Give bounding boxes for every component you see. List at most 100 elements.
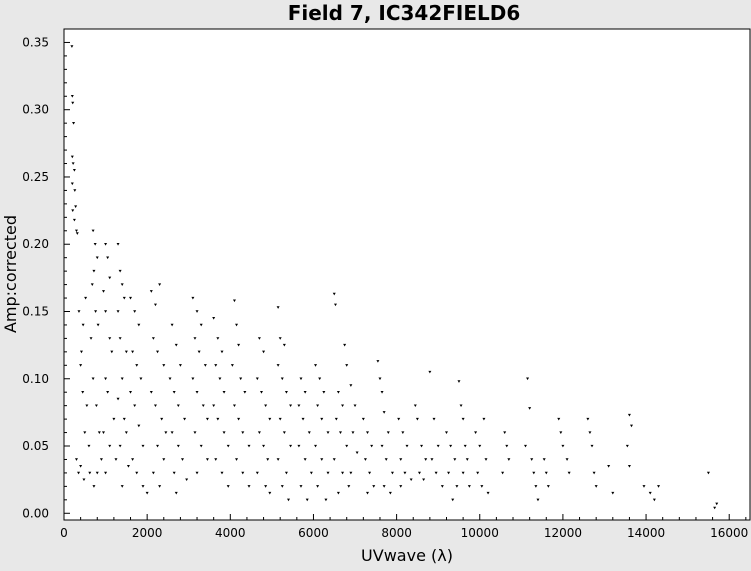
data-point <box>476 471 480 475</box>
data-point <box>455 485 459 488</box>
data-point <box>237 417 241 421</box>
data-point <box>259 391 263 394</box>
data-point <box>420 444 424 448</box>
data-point <box>376 360 380 363</box>
y-tick-label: 0.00 <box>22 506 49 520</box>
data-point <box>301 417 305 421</box>
data-point <box>268 417 272 421</box>
data-point <box>559 431 563 434</box>
data-point <box>397 417 401 421</box>
data-point <box>353 404 357 408</box>
data-point <box>172 471 176 475</box>
data-point <box>451 498 455 502</box>
data-point <box>216 417 220 421</box>
data-point <box>183 417 187 421</box>
data-point <box>124 431 128 434</box>
data-point <box>191 296 195 300</box>
data-point <box>309 471 313 475</box>
data-point <box>201 404 205 408</box>
data-point <box>106 256 110 260</box>
data-point <box>122 417 126 421</box>
data-point <box>642 485 646 488</box>
data-point <box>120 377 124 381</box>
data-point <box>322 391 326 394</box>
data-point <box>586 417 590 421</box>
data-point <box>137 424 141 428</box>
data-point <box>129 391 133 394</box>
data-point <box>255 377 259 381</box>
data-point <box>289 404 293 408</box>
chart-title: Field 7, IC342FIELD6 <box>288 1 521 25</box>
data-point <box>83 431 87 434</box>
data-point <box>590 444 594 448</box>
data-point <box>713 506 717 510</box>
data-point <box>380 444 384 448</box>
data-point <box>70 45 74 48</box>
data-point <box>627 464 631 468</box>
data-point <box>345 364 349 367</box>
data-point <box>241 431 245 434</box>
data-point <box>482 417 486 421</box>
data-point <box>388 491 392 495</box>
data-point <box>94 310 98 313</box>
data-point <box>170 323 174 327</box>
data-point <box>384 458 388 461</box>
data-point <box>70 155 74 159</box>
data-point <box>133 404 137 408</box>
data-point <box>305 498 309 502</box>
data-point <box>101 431 105 434</box>
x-tick-label: 0 <box>60 526 68 540</box>
data-point <box>149 290 153 293</box>
data-point <box>74 458 78 461</box>
data-point <box>565 458 569 461</box>
data-point <box>657 485 661 488</box>
data-point <box>264 404 268 408</box>
data-point <box>139 377 143 381</box>
data-point <box>214 458 218 461</box>
data-point <box>222 391 226 394</box>
data-point <box>156 350 160 354</box>
data-point <box>405 444 409 448</box>
data-point <box>73 189 77 192</box>
data-point <box>378 377 382 381</box>
data-point <box>567 471 571 475</box>
data-point <box>87 444 91 448</box>
data-point <box>197 350 201 354</box>
data-point <box>174 343 178 347</box>
data-point <box>72 169 76 172</box>
data-point <box>108 444 112 448</box>
data-point <box>630 424 634 428</box>
data-point <box>71 162 75 165</box>
y-tick-label: 0.10 <box>22 372 49 386</box>
data-point <box>345 444 349 448</box>
data-point <box>72 218 76 222</box>
data-point <box>199 323 203 327</box>
data-point <box>336 391 340 394</box>
data-point <box>110 350 114 354</box>
data-point <box>534 485 538 488</box>
data-point <box>235 323 239 327</box>
data-point <box>91 377 95 381</box>
data-point <box>93 243 97 246</box>
x-tick-label: 12000 <box>544 526 582 540</box>
data-point <box>241 471 245 475</box>
data-point <box>449 444 453 448</box>
data-point <box>191 377 195 381</box>
data-point <box>303 458 307 461</box>
data-point <box>528 407 532 410</box>
data-point <box>474 431 478 434</box>
data-point <box>611 491 615 495</box>
data-point <box>484 458 488 461</box>
x-axis-ticks: 0 2000 4000 6000 8000 10000 12000 14000 16000 <box>60 514 748 540</box>
data-point <box>542 458 546 461</box>
data-point <box>480 485 484 488</box>
data-point <box>176 444 180 448</box>
data-point <box>276 458 280 461</box>
data-point <box>70 182 74 186</box>
x-tick-label: 10000 <box>461 526 499 540</box>
data-point <box>120 485 124 488</box>
data-point <box>193 337 197 340</box>
data-point <box>185 478 189 482</box>
data-point <box>303 391 307 394</box>
